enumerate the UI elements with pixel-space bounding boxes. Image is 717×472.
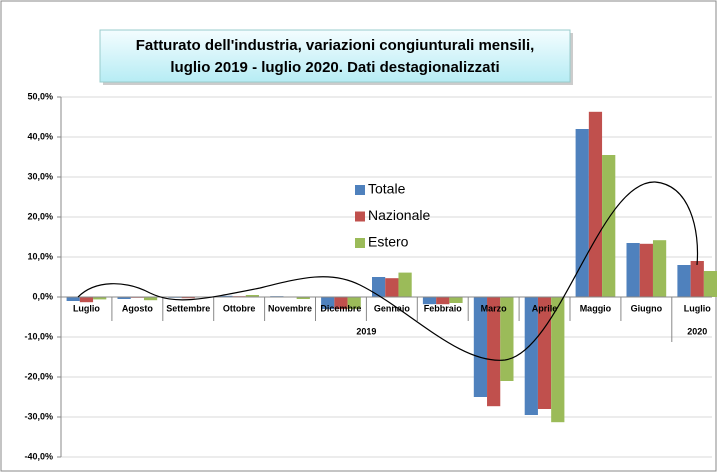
bar	[422, 297, 437, 305]
x-tick-label: Ottobre	[223, 303, 256, 313]
x-tick-label: Marzo	[481, 303, 508, 313]
bar	[487, 297, 501, 407]
x-tick-label: Settembre	[166, 303, 210, 313]
y-tick-label: -20,0%	[24, 371, 53, 381]
bar	[181, 297, 195, 299]
bar	[245, 295, 260, 297]
bar	[473, 297, 488, 397]
bar	[690, 261, 704, 297]
bar	[385, 278, 399, 297]
bar	[537, 297, 552, 409]
y-tick-label: -30,0%	[24, 411, 53, 421]
bar	[436, 297, 450, 305]
bar	[602, 155, 616, 297]
bar	[626, 243, 640, 297]
trend-curve	[77, 181, 699, 361]
x-tick-label: Febbraio	[424, 303, 463, 313]
x-tick-label: Novembre	[268, 303, 312, 313]
x-tick-label: Dicembre	[320, 303, 361, 313]
legend-swatch	[355, 238, 365, 248]
y-tick-label: 0,0%	[32, 291, 53, 301]
x-tick-label: Luglio	[684, 303, 711, 313]
bar	[66, 297, 80, 301]
y-tick-label: 10,0%	[27, 251, 53, 261]
legend-label: Estero	[368, 234, 409, 250]
bar	[398, 272, 412, 297]
legend-swatch	[355, 211, 365, 222]
x-tick-label: Maggio	[580, 303, 612, 313]
bar	[588, 111, 603, 297]
bar	[703, 271, 717, 297]
bar	[347, 297, 361, 309]
bar	[296, 297, 310, 299]
title-box	[99, 29, 571, 83]
y-tick-label: -10,0%	[24, 331, 53, 341]
y-tick-label: 20,0%	[27, 211, 53, 221]
chart-title: luglio 2019 - luglio 2020. Dati destagio…	[170, 59, 499, 76]
year-label: 2019	[356, 326, 376, 336]
bar	[677, 265, 691, 297]
plot: -40,0% -30,0% -20,0% -10,0% 0,0% 10,0% 20,0% 30…	[24, 91, 717, 461]
bar	[321, 297, 335, 309]
y-tick-label: 50,0%	[27, 91, 53, 101]
legend-label: Nazionale	[368, 207, 430, 223]
x-tick-label: Aprile	[532, 303, 558, 313]
year-label: 2020	[687, 326, 707, 336]
x-tick-label: Giugno	[631, 303, 663, 313]
bar	[524, 297, 538, 415]
bar	[143, 297, 158, 301]
legend-label: Totale	[368, 181, 406, 197]
bar	[79, 297, 94, 303]
bar	[449, 297, 463, 303]
y-tick-label: 40,0%	[27, 131, 53, 141]
x-tick-label: Gennaio	[374, 303, 411, 313]
bar	[575, 129, 589, 297]
bar	[371, 277, 386, 297]
y-tick-label: 30,0%	[27, 171, 53, 181]
bar	[639, 243, 653, 297]
bar	[334, 297, 348, 309]
bar	[93, 297, 107, 300]
bar	[652, 240, 667, 297]
y-tick-label: -40,0%	[24, 451, 53, 461]
legend-swatch	[355, 185, 365, 195]
x-tick-label: Agosto	[122, 303, 153, 313]
x-tick-label: Luglio	[73, 303, 100, 313]
bar	[551, 297, 565, 423]
bar	[117, 297, 131, 299]
bar	[219, 295, 233, 297]
chart-title: Fatturato dell'industria, variazioni con…	[136, 37, 535, 54]
